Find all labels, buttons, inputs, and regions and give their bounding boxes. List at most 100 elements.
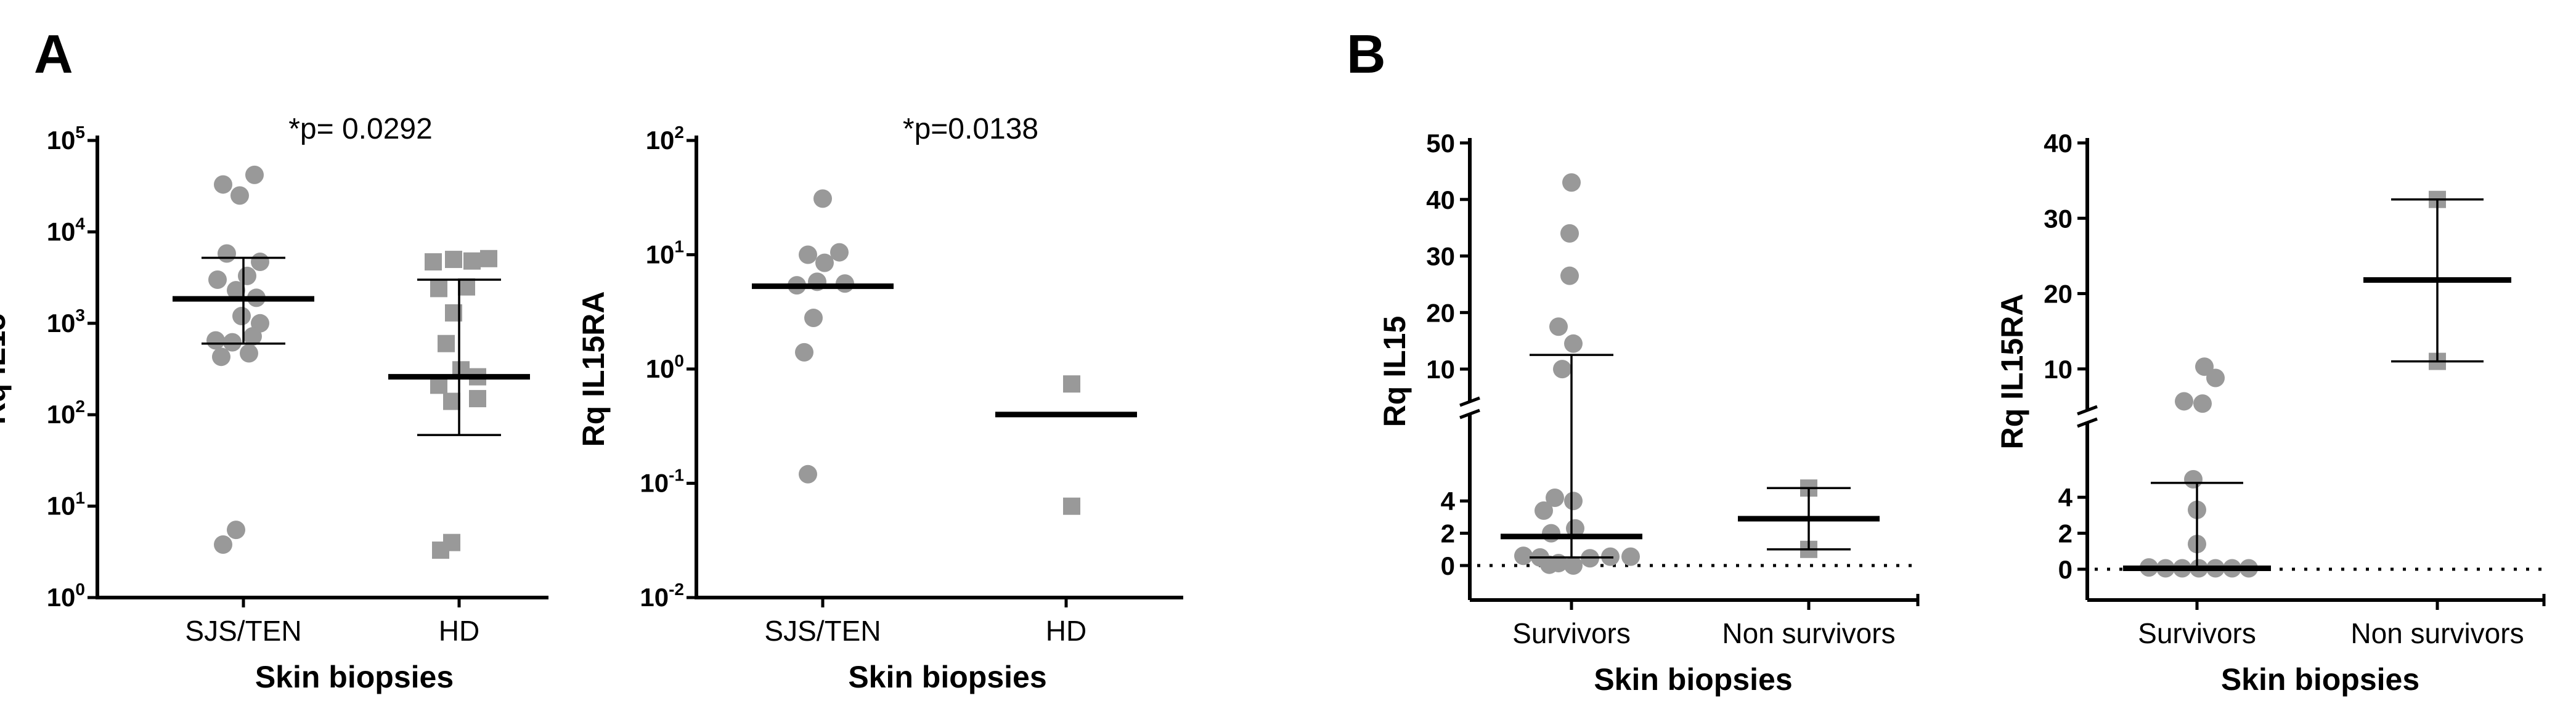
y-tick-label: 50 bbox=[1426, 129, 1455, 158]
y-axis-title: Rq IL15 bbox=[1377, 316, 1412, 428]
data-point bbox=[218, 244, 236, 263]
y-tick-label: 100 bbox=[646, 351, 684, 383]
data-point bbox=[251, 253, 269, 272]
data-point bbox=[2175, 392, 2193, 411]
chart-b-il15: 0 2 4 10 20 30 40 50 Survivors Non survivors Rq IL… bbox=[1377, 129, 1920, 697]
y-tick-label: 0 bbox=[2058, 555, 2073, 584]
y-axis-title: Rq IL15RA bbox=[1995, 294, 2029, 450]
x-category-label: HD bbox=[439, 615, 479, 647]
data-point bbox=[1553, 360, 1571, 379]
y-tick-label: 20 bbox=[1426, 298, 1455, 327]
data-point bbox=[1542, 524, 1560, 543]
data-point bbox=[223, 333, 242, 352]
data-point bbox=[1562, 173, 1581, 192]
y-tick-label: 10 bbox=[2044, 355, 2073, 384]
y-axis-title: Rq IL15 bbox=[0, 314, 12, 425]
data-point bbox=[1621, 547, 1640, 566]
axis-break-mark bbox=[1459, 408, 1480, 420]
y-tick-label: 105 bbox=[47, 123, 85, 155]
data-point bbox=[1546, 488, 1564, 507]
panel-label-a: A bbox=[34, 23, 73, 84]
x-axis-title: Skin biopsies bbox=[1594, 662, 1792, 697]
y-tick-label: 2 bbox=[1441, 519, 1455, 548]
y-tick-label: 10-1 bbox=[640, 466, 684, 498]
data-point bbox=[214, 175, 232, 194]
data-point bbox=[795, 343, 813, 362]
chart-a-il15: 100 101 102 103 104 105 SJS/TEN HD Rq IL15 Skin b… bbox=[0, 113, 548, 694]
data-point bbox=[2206, 368, 2225, 387]
data-point bbox=[240, 344, 258, 363]
x-axis-title: Skin biopsies bbox=[255, 660, 454, 694]
data-point bbox=[804, 309, 823, 328]
x-category-label: SJS/TEN bbox=[185, 615, 301, 647]
data-point bbox=[443, 533, 460, 551]
data-point bbox=[214, 535, 232, 554]
data-point bbox=[245, 165, 264, 184]
data-point bbox=[2195, 357, 2214, 376]
y-tick-label: 30 bbox=[2044, 204, 2073, 233]
data-point bbox=[830, 243, 849, 262]
p-value-annotation: *p= 0.0292 bbox=[288, 113, 433, 145]
chart-b-il15ra: 0 2 4 10 20 30 40 Survivors Non survivors Rq IL15… bbox=[1995, 129, 2546, 697]
data-point bbox=[438, 335, 455, 352]
y-tick-label: 40 bbox=[1426, 185, 1455, 214]
axis-break-mark bbox=[2077, 405, 2098, 416]
y-tick-label: 103 bbox=[47, 306, 85, 338]
y-axis-title: Rq IL15RA bbox=[576, 291, 611, 447]
y-tick-label: 30 bbox=[1426, 242, 1455, 271]
x-category-label: SJS/TEN bbox=[764, 615, 881, 647]
y-tick-label: 101 bbox=[646, 237, 684, 269]
data-point bbox=[243, 327, 262, 346]
data-point bbox=[458, 278, 475, 296]
y-tick-label: 100 bbox=[47, 580, 85, 612]
data-point bbox=[208, 270, 227, 289]
x-category-label: Survivors bbox=[2138, 617, 2256, 649]
data-point bbox=[230, 186, 249, 205]
data-point bbox=[430, 280, 447, 298]
data-point bbox=[463, 252, 481, 270]
data-point bbox=[1514, 546, 1533, 566]
y-tick-label: 104 bbox=[47, 214, 86, 246]
data-point bbox=[443, 392, 460, 410]
x-axis-title: Skin biopsies bbox=[2221, 662, 2419, 697]
y-tick-label: 101 bbox=[47, 489, 85, 521]
x-category-label: HD bbox=[1046, 615, 1086, 647]
y-tick-label: 10 bbox=[1426, 355, 1455, 384]
data-point bbox=[1560, 224, 1579, 243]
data-point bbox=[1535, 501, 1553, 520]
p-value-annotation: *p=0.0138 bbox=[903, 113, 1038, 145]
y-tick-label: 0 bbox=[1441, 551, 1455, 580]
y-tick-label: 102 bbox=[646, 123, 684, 155]
data-point bbox=[469, 390, 486, 408]
data-point bbox=[815, 253, 834, 272]
x-axis-title: Skin biopsies bbox=[848, 660, 1046, 694]
x-category-label: Non survivors bbox=[1722, 617, 1895, 649]
data-point bbox=[1564, 334, 1583, 353]
x-category-label: Survivors bbox=[1512, 617, 1631, 649]
data-point bbox=[2193, 394, 2212, 413]
axis-break-mark bbox=[2077, 417, 2098, 428]
y-tick-label: 2 bbox=[2058, 519, 2073, 548]
y-tick-label: 4 bbox=[1441, 487, 1456, 516]
y-tick-label: 4 bbox=[2058, 483, 2073, 512]
data-point bbox=[2184, 470, 2203, 489]
data-point bbox=[1564, 556, 1583, 575]
data-point bbox=[1063, 375, 1080, 393]
data-point bbox=[1564, 492, 1583, 511]
data-point bbox=[799, 245, 817, 264]
data-point bbox=[227, 521, 245, 540]
data-point bbox=[425, 253, 442, 271]
data-point bbox=[1560, 266, 1579, 285]
x-category-label: Non survivors bbox=[2350, 617, 2524, 649]
data-point bbox=[227, 281, 245, 300]
y-tick-label: 102 bbox=[47, 397, 85, 429]
panel-label-b: B bbox=[1347, 23, 1386, 84]
data-point bbox=[799, 464, 817, 484]
y-tick-label: 40 bbox=[2044, 129, 2073, 158]
chart-a-il15ra: 10-2 10-1 100 101 102 SJS/TEN HD Rq IL15RA Skin … bbox=[576, 113, 1183, 694]
data-point bbox=[813, 189, 832, 208]
data-point bbox=[1063, 497, 1080, 515]
data-point bbox=[212, 347, 230, 367]
y-tick-label: 10-2 bbox=[640, 580, 684, 612]
